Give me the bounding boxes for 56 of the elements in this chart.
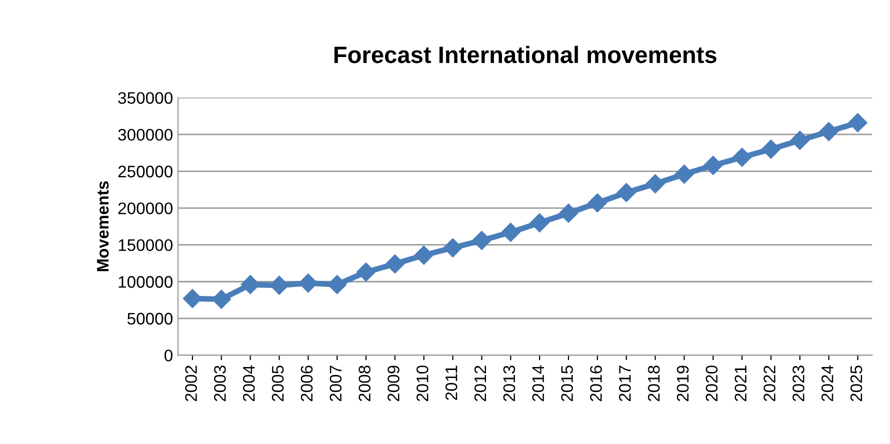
- point: [328, 275, 347, 294]
- point: [674, 164, 694, 184]
- point: [848, 113, 868, 132]
- y-axis-title: Movements: [97, 181, 109, 272]
- point: [472, 230, 492, 250]
- point: [704, 156, 723, 175]
- point: [558, 204, 578, 223]
- y-tick-label: 150000: [118, 239, 172, 252]
- x-tick-label: 2008: [358, 366, 370, 402]
- x-tick-label: 2005: [272, 366, 284, 402]
- x-tick-label: 2010: [416, 366, 428, 402]
- point: [270, 276, 289, 295]
- y-tick-label: 250000: [118, 166, 172, 178]
- y-tick-label: 200000: [118, 202, 172, 214]
- x-tick-label: 2004: [242, 365, 255, 402]
- x-tick-label: 2018: [648, 366, 660, 402]
- y-tick-label: 50000: [127, 312, 172, 325]
- x-tick-label: 2014: [532, 365, 544, 402]
- x-tick-label: 2019: [676, 366, 689, 402]
- y-tick-label: 0: [164, 350, 172, 362]
- point: [443, 238, 462, 258]
- point: [501, 222, 520, 242]
- x-tick-label: 2011: [445, 366, 458, 400]
- point: [530, 213, 550, 232]
- x-tick-label: 2017: [619, 366, 631, 402]
- x-tick-label: 2016: [590, 366, 602, 402]
- x-tick-label: 2003: [214, 366, 226, 402]
- point: [414, 246, 434, 265]
- point: [790, 130, 810, 150]
- x-tick-label: 2007: [330, 366, 342, 402]
- y-tick-label: 300000: [118, 128, 172, 141]
- x-tick-label: 2023: [792, 366, 804, 402]
- point: [732, 148, 752, 167]
- point: [819, 122, 838, 142]
- point: [588, 193, 607, 212]
- y-tick-label: 100000: [118, 276, 172, 288]
- x-tick-label: 2021: [734, 366, 747, 402]
- x-tick-label: 2025: [850, 366, 862, 402]
- x-tick-label: 2015: [561, 366, 573, 402]
- y-tick-label: 350000: [118, 92, 172, 104]
- point: [646, 174, 665, 194]
- x-tick-label: 2020: [706, 366, 718, 402]
- x-tick-label: 2012: [474, 366, 486, 402]
- point: [298, 274, 318, 293]
- x-tick-label: 2006: [300, 366, 313, 402]
- x-tick-label: 2009: [388, 366, 400, 402]
- x-tick-label: 2002: [185, 366, 197, 402]
- x-tick-label: 2024: [821, 365, 834, 402]
- x-tick-label: 2022: [764, 366, 776, 402]
- point: [761, 140, 780, 159]
- point: [182, 289, 202, 308]
- point: [356, 262, 376, 282]
- x-tick-label: 2013: [503, 366, 516, 402]
- point: [616, 183, 636, 202]
- point: [385, 254, 404, 274]
- chart-title: Forecast International movements: [334, 46, 716, 64]
